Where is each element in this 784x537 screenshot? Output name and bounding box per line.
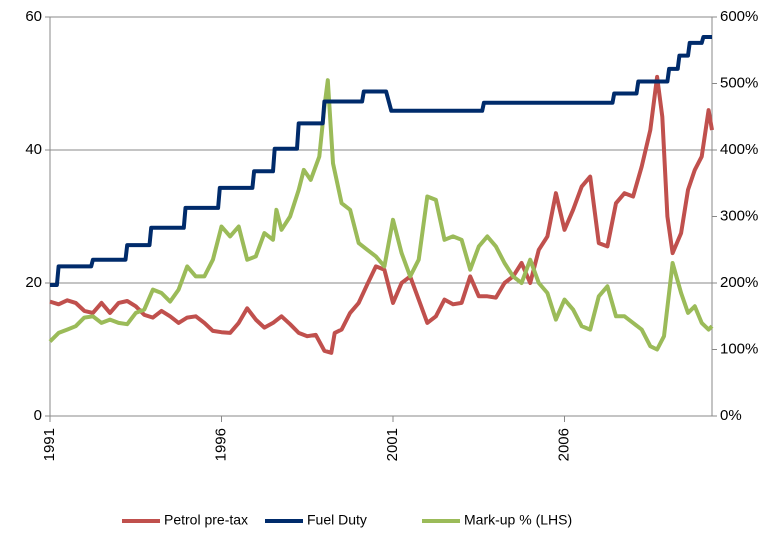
series-line bbox=[48, 78, 714, 352]
legend: Petrol pre-tax Fuel Duty Mark-up % (LHS) bbox=[122, 512, 572, 528]
y-tick-label: 20 bbox=[25, 274, 42, 291]
y2-tick-label: 600% bbox=[720, 8, 758, 25]
y2-tick-label: 300% bbox=[720, 207, 758, 224]
y2-tick-label: 100% bbox=[720, 340, 758, 357]
y-tick-label: 60 bbox=[25, 8, 42, 25]
x-tick-label: 2001 bbox=[384, 428, 401, 461]
y2-tick-label: 500% bbox=[720, 74, 758, 91]
series-line bbox=[50, 35, 712, 287]
x-tick-label: 1991 bbox=[41, 428, 58, 461]
x-tick-label: 1996 bbox=[212, 428, 229, 461]
legend-label: Fuel Duty bbox=[307, 512, 367, 528]
legend-label: Petrol pre-tax bbox=[164, 512, 248, 528]
legend-label: Mark-up % (LHS) bbox=[464, 512, 572, 528]
y-tick-label: 40 bbox=[25, 141, 42, 158]
x-tick-label: 2006 bbox=[555, 428, 572, 461]
y2-tick-label: 0% bbox=[720, 407, 742, 424]
y2-tick-label: 200% bbox=[720, 274, 758, 291]
series-line bbox=[49, 74, 714, 355]
y-tick-label: 0 bbox=[34, 407, 42, 424]
y2-tick-label: 400% bbox=[720, 141, 758, 158]
